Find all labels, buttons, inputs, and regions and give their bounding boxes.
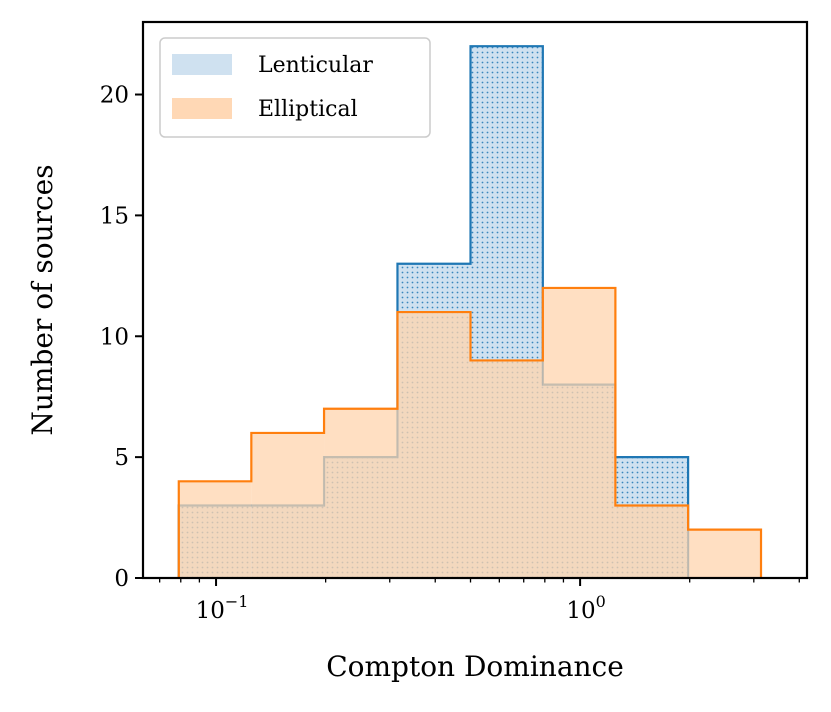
x-tick-label: 10−1	[196, 592, 249, 624]
series-elliptical	[177, 286, 763, 578]
bar-elliptical-0	[178, 481, 252, 578]
legend-label-elliptical: Elliptical	[258, 97, 358, 122]
legend-swatch-lenticular	[172, 54, 232, 75]
bar-elliptical-1	[251, 432, 325, 578]
y-tick-label-20: 20	[100, 83, 129, 109]
bar-elliptical-4	[470, 360, 543, 578]
legend-label-lenticular: Lenticular	[258, 53, 373, 78]
y-tick-label-10: 10	[100, 324, 129, 350]
x-axis-label: Compton Dominance	[326, 650, 624, 683]
y-tick-label-15: 15	[100, 203, 129, 229]
plot-frame	[141, 20, 809, 580]
bar-elliptical-6	[615, 505, 689, 578]
outline-elliptical	[177, 286, 763, 578]
x-tick-label: 100	[566, 592, 605, 624]
bar-elliptical-2	[324, 408, 398, 578]
legend: Lenticular Elliptical	[159, 37, 431, 138]
bar-elliptical-7	[688, 529, 762, 578]
legend-swatch-elliptical	[172, 98, 232, 119]
bar-elliptical-5	[542, 287, 616, 578]
y-axis-label: Number of sources	[26, 164, 59, 435]
y-tick-label-5: 5	[114, 445, 129, 471]
bar-elliptical-3	[397, 312, 471, 578]
y-tick-label-0: 0	[114, 566, 129, 592]
